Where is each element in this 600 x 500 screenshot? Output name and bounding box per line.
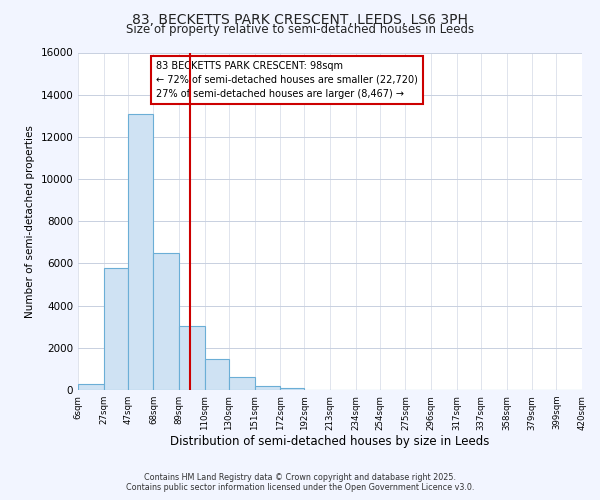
Bar: [154, 253, 179, 390]
X-axis label: Distribution of semi-detached houses by size in Leeds: Distribution of semi-detached houses by …: [170, 436, 490, 448]
Bar: [78, 384, 104, 390]
Y-axis label: Number of semi-detached properties: Number of semi-detached properties: [25, 125, 35, 318]
Bar: [128, 114, 154, 390]
Text: 83 BECKETTS PARK CRESCENT: 98sqm
← 72% of semi-detached houses are smaller (22,7: 83 BECKETTS PARK CRESCENT: 98sqm ← 72% o…: [156, 61, 418, 99]
Bar: [205, 360, 229, 390]
Text: 83, BECKETTS PARK CRESCENT, LEEDS, LS6 3PH: 83, BECKETTS PARK CRESCENT, LEEDS, LS6 3…: [132, 12, 468, 26]
Bar: [104, 268, 128, 390]
Bar: [280, 388, 304, 390]
Text: Size of property relative to semi-detached houses in Leeds: Size of property relative to semi-detach…: [126, 22, 474, 36]
Bar: [254, 386, 280, 390]
Bar: [229, 378, 254, 390]
Text: Contains HM Land Registry data © Crown copyright and database right 2025.
Contai: Contains HM Land Registry data © Crown c…: [126, 473, 474, 492]
Bar: [179, 326, 205, 390]
